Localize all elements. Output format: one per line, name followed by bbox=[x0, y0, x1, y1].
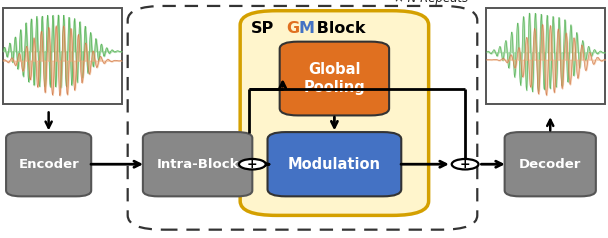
Text: Intra-Block: Intra-Block bbox=[156, 158, 239, 171]
Text: Decoder: Decoder bbox=[519, 158, 581, 171]
Text: M: M bbox=[299, 21, 314, 36]
FancyBboxPatch shape bbox=[280, 42, 389, 115]
FancyBboxPatch shape bbox=[486, 8, 605, 104]
Circle shape bbox=[239, 159, 266, 169]
Text: × N Repeats: × N Repeats bbox=[394, 0, 468, 5]
Text: Global
Pooling: Global Pooling bbox=[303, 62, 365, 95]
Text: SP: SP bbox=[250, 21, 274, 36]
FancyBboxPatch shape bbox=[268, 132, 401, 196]
Text: Modulation: Modulation bbox=[288, 157, 381, 172]
Text: Block: Block bbox=[311, 21, 366, 36]
Text: +: + bbox=[460, 158, 471, 171]
Text: G: G bbox=[286, 21, 299, 36]
FancyBboxPatch shape bbox=[6, 132, 91, 196]
FancyBboxPatch shape bbox=[3, 8, 122, 104]
FancyBboxPatch shape bbox=[240, 11, 429, 215]
Circle shape bbox=[452, 159, 478, 169]
FancyBboxPatch shape bbox=[505, 132, 596, 196]
FancyBboxPatch shape bbox=[143, 132, 252, 196]
Text: +: + bbox=[247, 158, 258, 171]
Text: Encoder: Encoder bbox=[18, 158, 79, 171]
